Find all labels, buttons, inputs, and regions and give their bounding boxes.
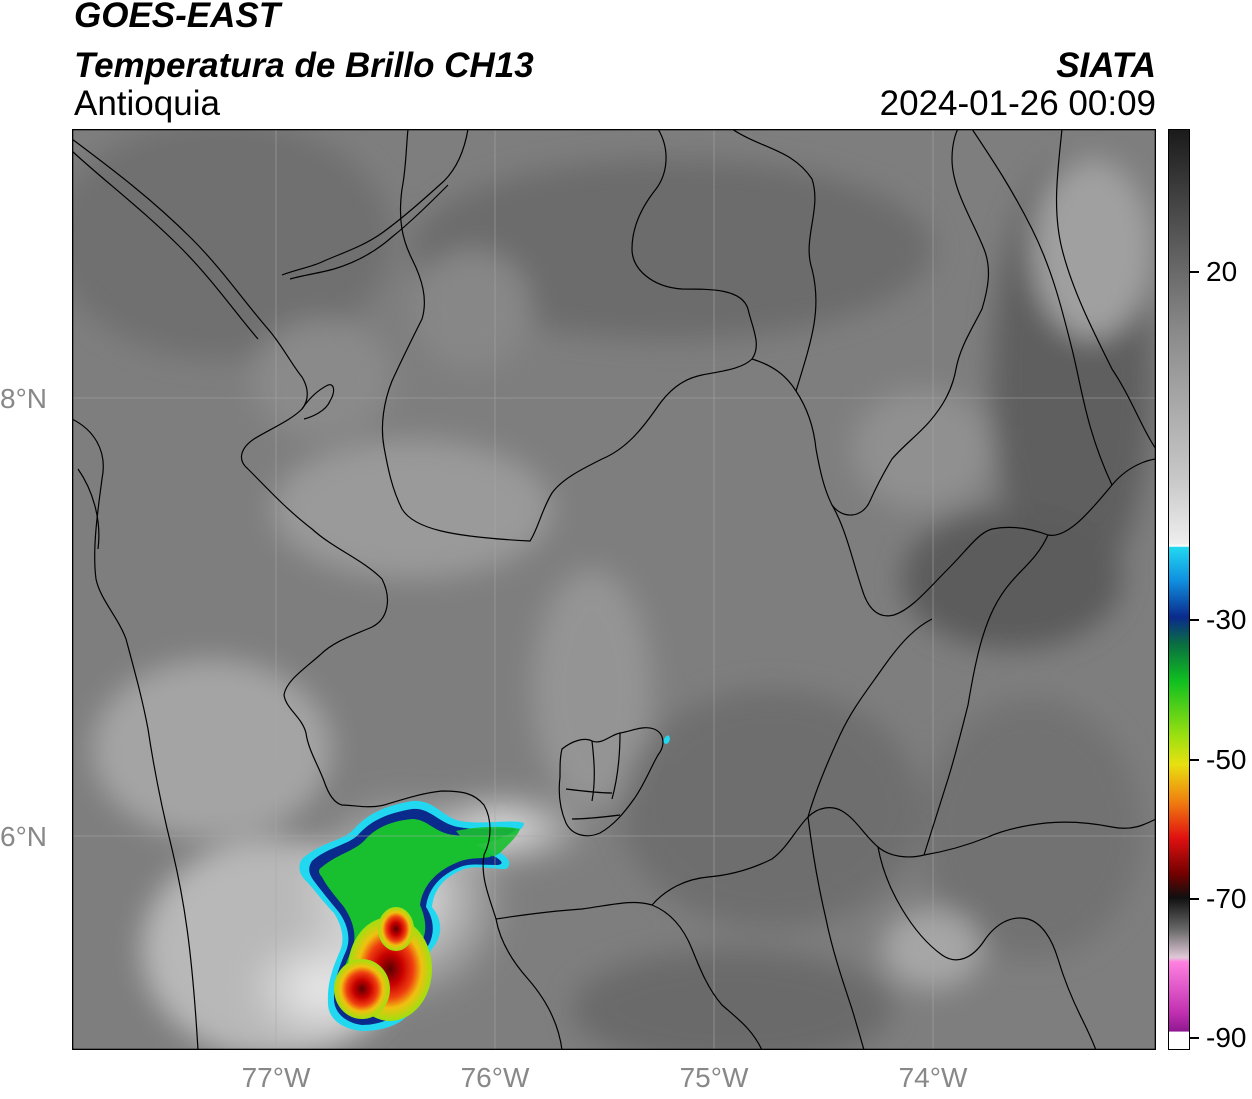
colorbar-tick-minus70 bbox=[1190, 898, 1199, 900]
graticule bbox=[72, 129, 1156, 1050]
lon-label-77w: 77°W bbox=[241, 1062, 311, 1093]
colorbar-tick-minus90 bbox=[1190, 1037, 1199, 1039]
colorbar-label-minus50: -50 bbox=[1206, 744, 1247, 775]
colorbar bbox=[1168, 129, 1190, 1050]
lat-label-8n: 8°N bbox=[0, 383, 47, 414]
colorbar-label-minus90: -90 bbox=[1206, 1022, 1247, 1053]
lon-label-74w: 74°W bbox=[898, 1062, 968, 1093]
cold-spot bbox=[663, 735, 670, 744]
title-datetime: 2024-01-26 00:09 bbox=[879, 84, 1156, 123]
lon-label-75w: 75°W bbox=[679, 1062, 749, 1093]
title-agency: SIATA bbox=[1056, 46, 1156, 85]
map-frame bbox=[72, 129, 1156, 1050]
title-satellite: GOES-EAST bbox=[74, 0, 281, 35]
colorbar-tick-minus30 bbox=[1190, 619, 1199, 621]
colorbar-tick-minus50 bbox=[1190, 759, 1199, 761]
title-region: Antioquia bbox=[74, 84, 220, 123]
colorbar-tick-20 bbox=[1190, 271, 1199, 273]
colorbar-label-20: 20 bbox=[1206, 256, 1238, 287]
title-product: Temperatura de Brillo CH13 bbox=[74, 46, 534, 85]
lat-label-6n: 6°N bbox=[0, 821, 47, 852]
storm-tail bbox=[456, 826, 520, 857]
colorbar-label-minus30: -30 bbox=[1206, 604, 1247, 635]
satellite-map bbox=[72, 129, 1156, 1050]
lon-label-76w: 76°W bbox=[460, 1062, 530, 1093]
colorbar-label-minus70: -70 bbox=[1206, 883, 1247, 914]
boundaries bbox=[72, 129, 1156, 1050]
